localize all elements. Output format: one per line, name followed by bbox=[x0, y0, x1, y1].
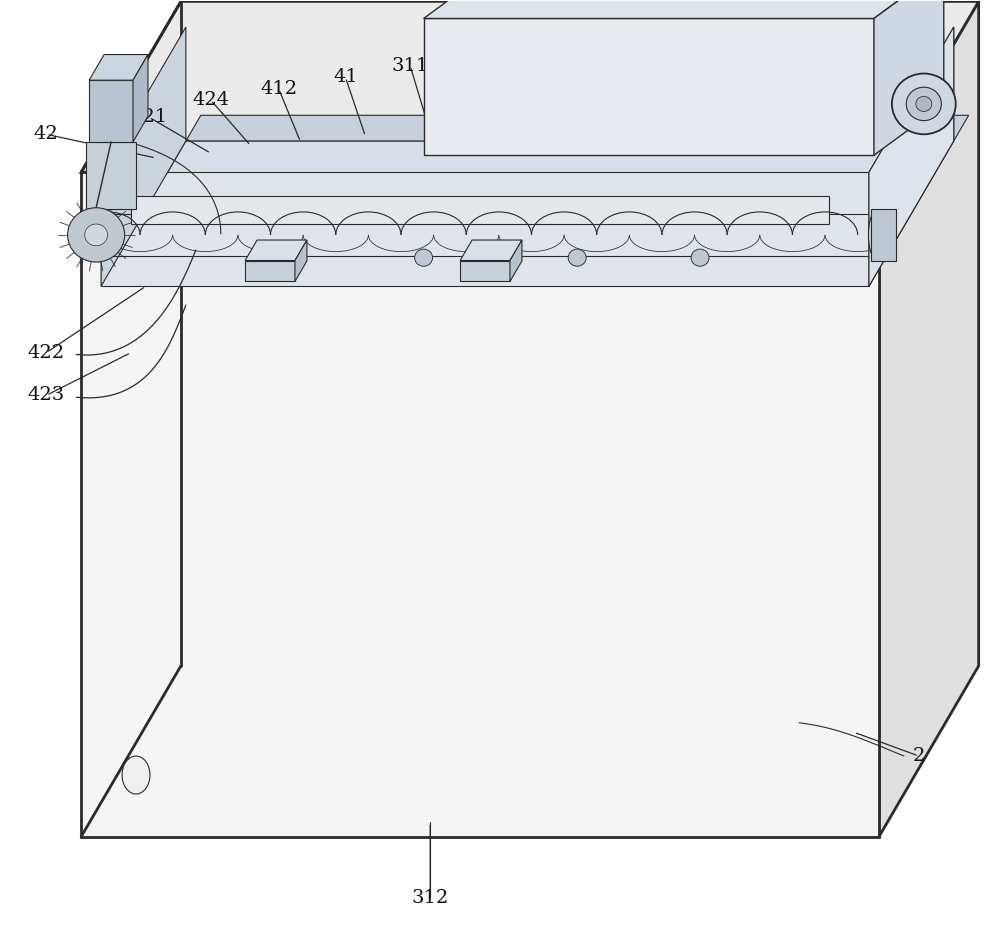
Text: 3: 3 bbox=[871, 76, 883, 94]
Polygon shape bbox=[131, 196, 829, 225]
Polygon shape bbox=[869, 27, 954, 287]
Polygon shape bbox=[295, 240, 307, 282]
Polygon shape bbox=[89, 80, 133, 142]
Circle shape bbox=[68, 208, 125, 262]
Circle shape bbox=[916, 96, 932, 111]
Polygon shape bbox=[879, 1, 979, 837]
Polygon shape bbox=[81, 1, 979, 172]
Polygon shape bbox=[460, 261, 510, 282]
Polygon shape bbox=[874, 0, 944, 155]
Polygon shape bbox=[86, 142, 136, 209]
Polygon shape bbox=[424, 18, 874, 155]
Text: 42: 42 bbox=[34, 126, 59, 144]
Text: 412: 412 bbox=[260, 80, 297, 98]
Text: A: A bbox=[920, 91, 934, 109]
Polygon shape bbox=[81, 172, 879, 837]
Polygon shape bbox=[871, 208, 896, 261]
Text: 4: 4 bbox=[838, 63, 850, 81]
Text: 2: 2 bbox=[913, 747, 925, 765]
Text: 5: 5 bbox=[599, 35, 611, 53]
Polygon shape bbox=[424, 0, 944, 18]
Circle shape bbox=[284, 249, 302, 267]
Ellipse shape bbox=[868, 214, 879, 256]
Polygon shape bbox=[101, 27, 186, 287]
Circle shape bbox=[85, 224, 108, 246]
Circle shape bbox=[691, 249, 709, 267]
Polygon shape bbox=[245, 261, 295, 282]
Circle shape bbox=[892, 73, 956, 134]
Text: 421: 421 bbox=[130, 109, 168, 127]
Polygon shape bbox=[869, 27, 954, 287]
Circle shape bbox=[568, 249, 586, 267]
Text: 424: 424 bbox=[192, 91, 229, 109]
Polygon shape bbox=[133, 54, 148, 142]
Text: 312: 312 bbox=[412, 889, 449, 907]
Polygon shape bbox=[876, 80, 940, 129]
Ellipse shape bbox=[86, 214, 97, 256]
Text: 423: 423 bbox=[28, 387, 65, 405]
Ellipse shape bbox=[122, 756, 150, 794]
Text: 422: 422 bbox=[28, 344, 65, 362]
Polygon shape bbox=[89, 54, 148, 80]
Text: 41: 41 bbox=[333, 69, 358, 87]
Polygon shape bbox=[245, 240, 307, 261]
Polygon shape bbox=[101, 172, 869, 287]
Circle shape bbox=[906, 88, 941, 121]
Polygon shape bbox=[510, 240, 522, 282]
Polygon shape bbox=[101, 141, 954, 287]
Text: 33: 33 bbox=[488, 48, 512, 66]
Circle shape bbox=[415, 249, 433, 267]
Text: 21: 21 bbox=[792, 48, 817, 66]
Polygon shape bbox=[460, 240, 522, 261]
Polygon shape bbox=[186, 115, 969, 141]
Text: 311: 311 bbox=[392, 57, 429, 75]
